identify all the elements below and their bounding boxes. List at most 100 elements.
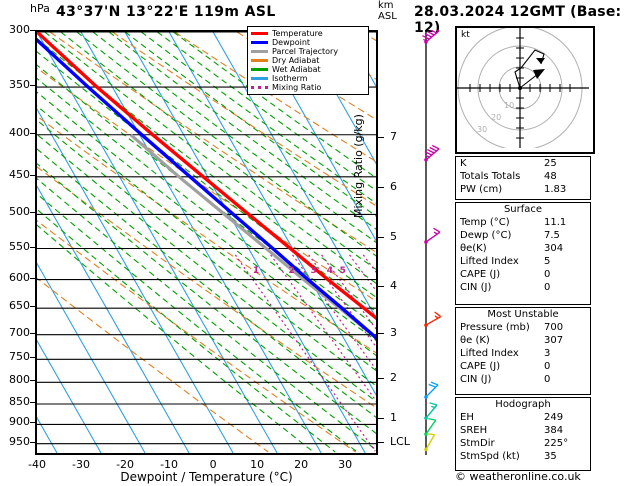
table-row: CAPE (J) 0 bbox=[456, 360, 590, 373]
row-key: CAPE (J) bbox=[460, 361, 501, 372]
pressure-tick-mark bbox=[30, 174, 35, 176]
mixing-ratio-lines bbox=[234, 254, 376, 452]
copyright-footer: © weatheronline.co.uk bbox=[455, 470, 581, 483]
indices-panel: K 25 Totals Totals 48 PW (cm) 1.83 bbox=[455, 156, 591, 200]
altitude-tick-label: 1 bbox=[390, 411, 397, 425]
legend-item: Mixing Ratio bbox=[251, 83, 365, 92]
skewt-plot[interactable] bbox=[35, 30, 378, 455]
pressure-gridlines bbox=[37, 32, 376, 445]
wind-barb-canvas bbox=[422, 26, 442, 455]
temperature-tick-label: -40 bbox=[28, 458, 46, 471]
altitude-tick-mark bbox=[378, 378, 384, 380]
legend-item: Parcel Trajectory bbox=[251, 47, 365, 56]
table-row: Pressure (mb) 700 bbox=[456, 321, 590, 334]
surface-panel: Surface Temp (°C) 11.1 Dewp (°C) 7.5 θe(K) 304… bbox=[455, 202, 591, 305]
altitude-tick-label: 5 bbox=[390, 229, 397, 243]
wind-barb bbox=[424, 311, 442, 327]
row-key: K bbox=[460, 158, 467, 169]
row-key: CIN (J) bbox=[460, 282, 492, 293]
panel-title: Surface bbox=[503, 204, 543, 215]
pressure-tick-label: 300 bbox=[9, 23, 30, 36]
row-value: 249 bbox=[544, 412, 564, 423]
legend-item: Dry Adiabat bbox=[251, 56, 365, 65]
table-row: CAPE (J) 0 bbox=[456, 268, 590, 281]
legend-item: Dewpoint bbox=[251, 38, 365, 47]
mixing-ratio-axis-title: Mixing Ratio (g/kg) bbox=[352, 114, 365, 218]
row-value: 1.83 bbox=[544, 184, 567, 195]
pressure-tick-label: 900 bbox=[9, 415, 30, 429]
temperature-tick-label: 30 bbox=[338, 458, 353, 471]
pressure-tick-mark bbox=[30, 332, 35, 334]
table-row: StmSpd (kt) 35 bbox=[456, 450, 590, 463]
table-row: Temp (°C) 11.1 bbox=[456, 216, 590, 229]
panel-title: Most Unstable bbox=[487, 309, 559, 320]
row-key: SREH bbox=[460, 425, 488, 436]
legend-label: Parcel Trajectory bbox=[272, 47, 339, 56]
pressure-tick-label: 500 bbox=[9, 205, 30, 219]
legend-swatch bbox=[251, 41, 268, 44]
row-value: 304 bbox=[544, 243, 564, 254]
pressure-unit-label: hPa bbox=[30, 2, 50, 15]
row-key: PW (cm) bbox=[460, 184, 503, 195]
panel-title: Hodograph bbox=[495, 399, 551, 410]
skewt-canvas bbox=[37, 32, 376, 453]
row-key: θe(K) bbox=[460, 243, 487, 254]
legend-label: Dewpoint bbox=[272, 38, 311, 47]
pressure-tick-mark bbox=[30, 212, 35, 214]
pressure-tick-label: 700 bbox=[9, 325, 30, 339]
table-row: StmDir 225° bbox=[456, 437, 590, 450]
pressure-tick-mark bbox=[30, 441, 35, 443]
row-value: 0 bbox=[544, 374, 551, 385]
height-unit-line1: km bbox=[378, 0, 394, 11]
lcl-label: LCL bbox=[390, 435, 410, 449]
row-key: CAPE (J) bbox=[460, 269, 501, 280]
pressure-tick-mark bbox=[30, 246, 35, 248]
row-value: 7.5 bbox=[544, 230, 560, 241]
legend: Temperature Dewpoint Parcel Trajectory Dry … bbox=[247, 26, 369, 95]
hodograph-arrow-upper bbox=[536, 58, 545, 64]
pressure-tick-mark bbox=[30, 277, 35, 279]
table-row: CIN (J) 0 bbox=[456, 281, 590, 294]
wind-barb bbox=[422, 26, 440, 44]
wind-barb bbox=[424, 381, 439, 399]
wind-barb bbox=[424, 402, 438, 420]
row-key: EH bbox=[460, 412, 474, 423]
table-row: CIN (J) 0 bbox=[456, 373, 590, 386]
height-unit-line2: ASL bbox=[378, 11, 397, 22]
row-value: 700 bbox=[544, 322, 564, 333]
legend-label: Isotherm bbox=[272, 74, 308, 83]
wind-barb bbox=[424, 227, 441, 244]
altitude-tick-mark bbox=[378, 286, 384, 288]
row-value: 25 bbox=[544, 158, 557, 169]
table-row: SREH 384 bbox=[456, 424, 590, 437]
row-value: 11.1 bbox=[544, 217, 567, 228]
station-title: 43°37'N 13°22'E 119m ASL bbox=[56, 4, 276, 20]
row-key: Totals Totals bbox=[460, 171, 521, 182]
row-value: 0 bbox=[544, 282, 551, 293]
legend-swatch bbox=[251, 59, 268, 62]
row-value: 48 bbox=[544, 171, 557, 182]
altitude-tick-mark bbox=[378, 186, 384, 188]
pressure-tick-label: 650 bbox=[9, 299, 30, 313]
wind-barb bbox=[424, 433, 436, 452]
dewpoint-curve bbox=[37, 37, 376, 341]
hodograph-ring-label-10: 10 bbox=[504, 101, 514, 110]
temperature-tick-label: -30 bbox=[72, 458, 90, 471]
altitude-tick-label: 3 bbox=[390, 325, 397, 339]
hodograph-arrow-storm bbox=[533, 69, 545, 79]
hodograph-plot[interactable]: 10 20 30 bbox=[455, 25, 595, 154]
mixing-ratio-label: 1 bbox=[252, 265, 260, 276]
row-key: Dewp (°C) bbox=[460, 230, 512, 241]
row-value: 0 bbox=[544, 361, 551, 372]
mixing-ratio-label: 4 bbox=[326, 265, 334, 276]
legend-label: Wet Adiabat bbox=[272, 65, 321, 74]
row-value: 5 bbox=[544, 256, 551, 267]
pressure-tick-mark bbox=[30, 306, 35, 308]
hodograph-ring-label-30: 30 bbox=[477, 125, 487, 134]
temperature-tick-label: 0 bbox=[209, 458, 217, 471]
row-key: StmSpd (kt) bbox=[460, 451, 520, 462]
altitude-tick-label: 6 bbox=[390, 179, 397, 193]
temperature-curve bbox=[37, 32, 376, 321]
altitude-tick-label: 4 bbox=[390, 279, 397, 293]
most-unstable-panel: Most Unstable Pressure (mb) 700 θe (K) 307 Li… bbox=[455, 307, 591, 395]
